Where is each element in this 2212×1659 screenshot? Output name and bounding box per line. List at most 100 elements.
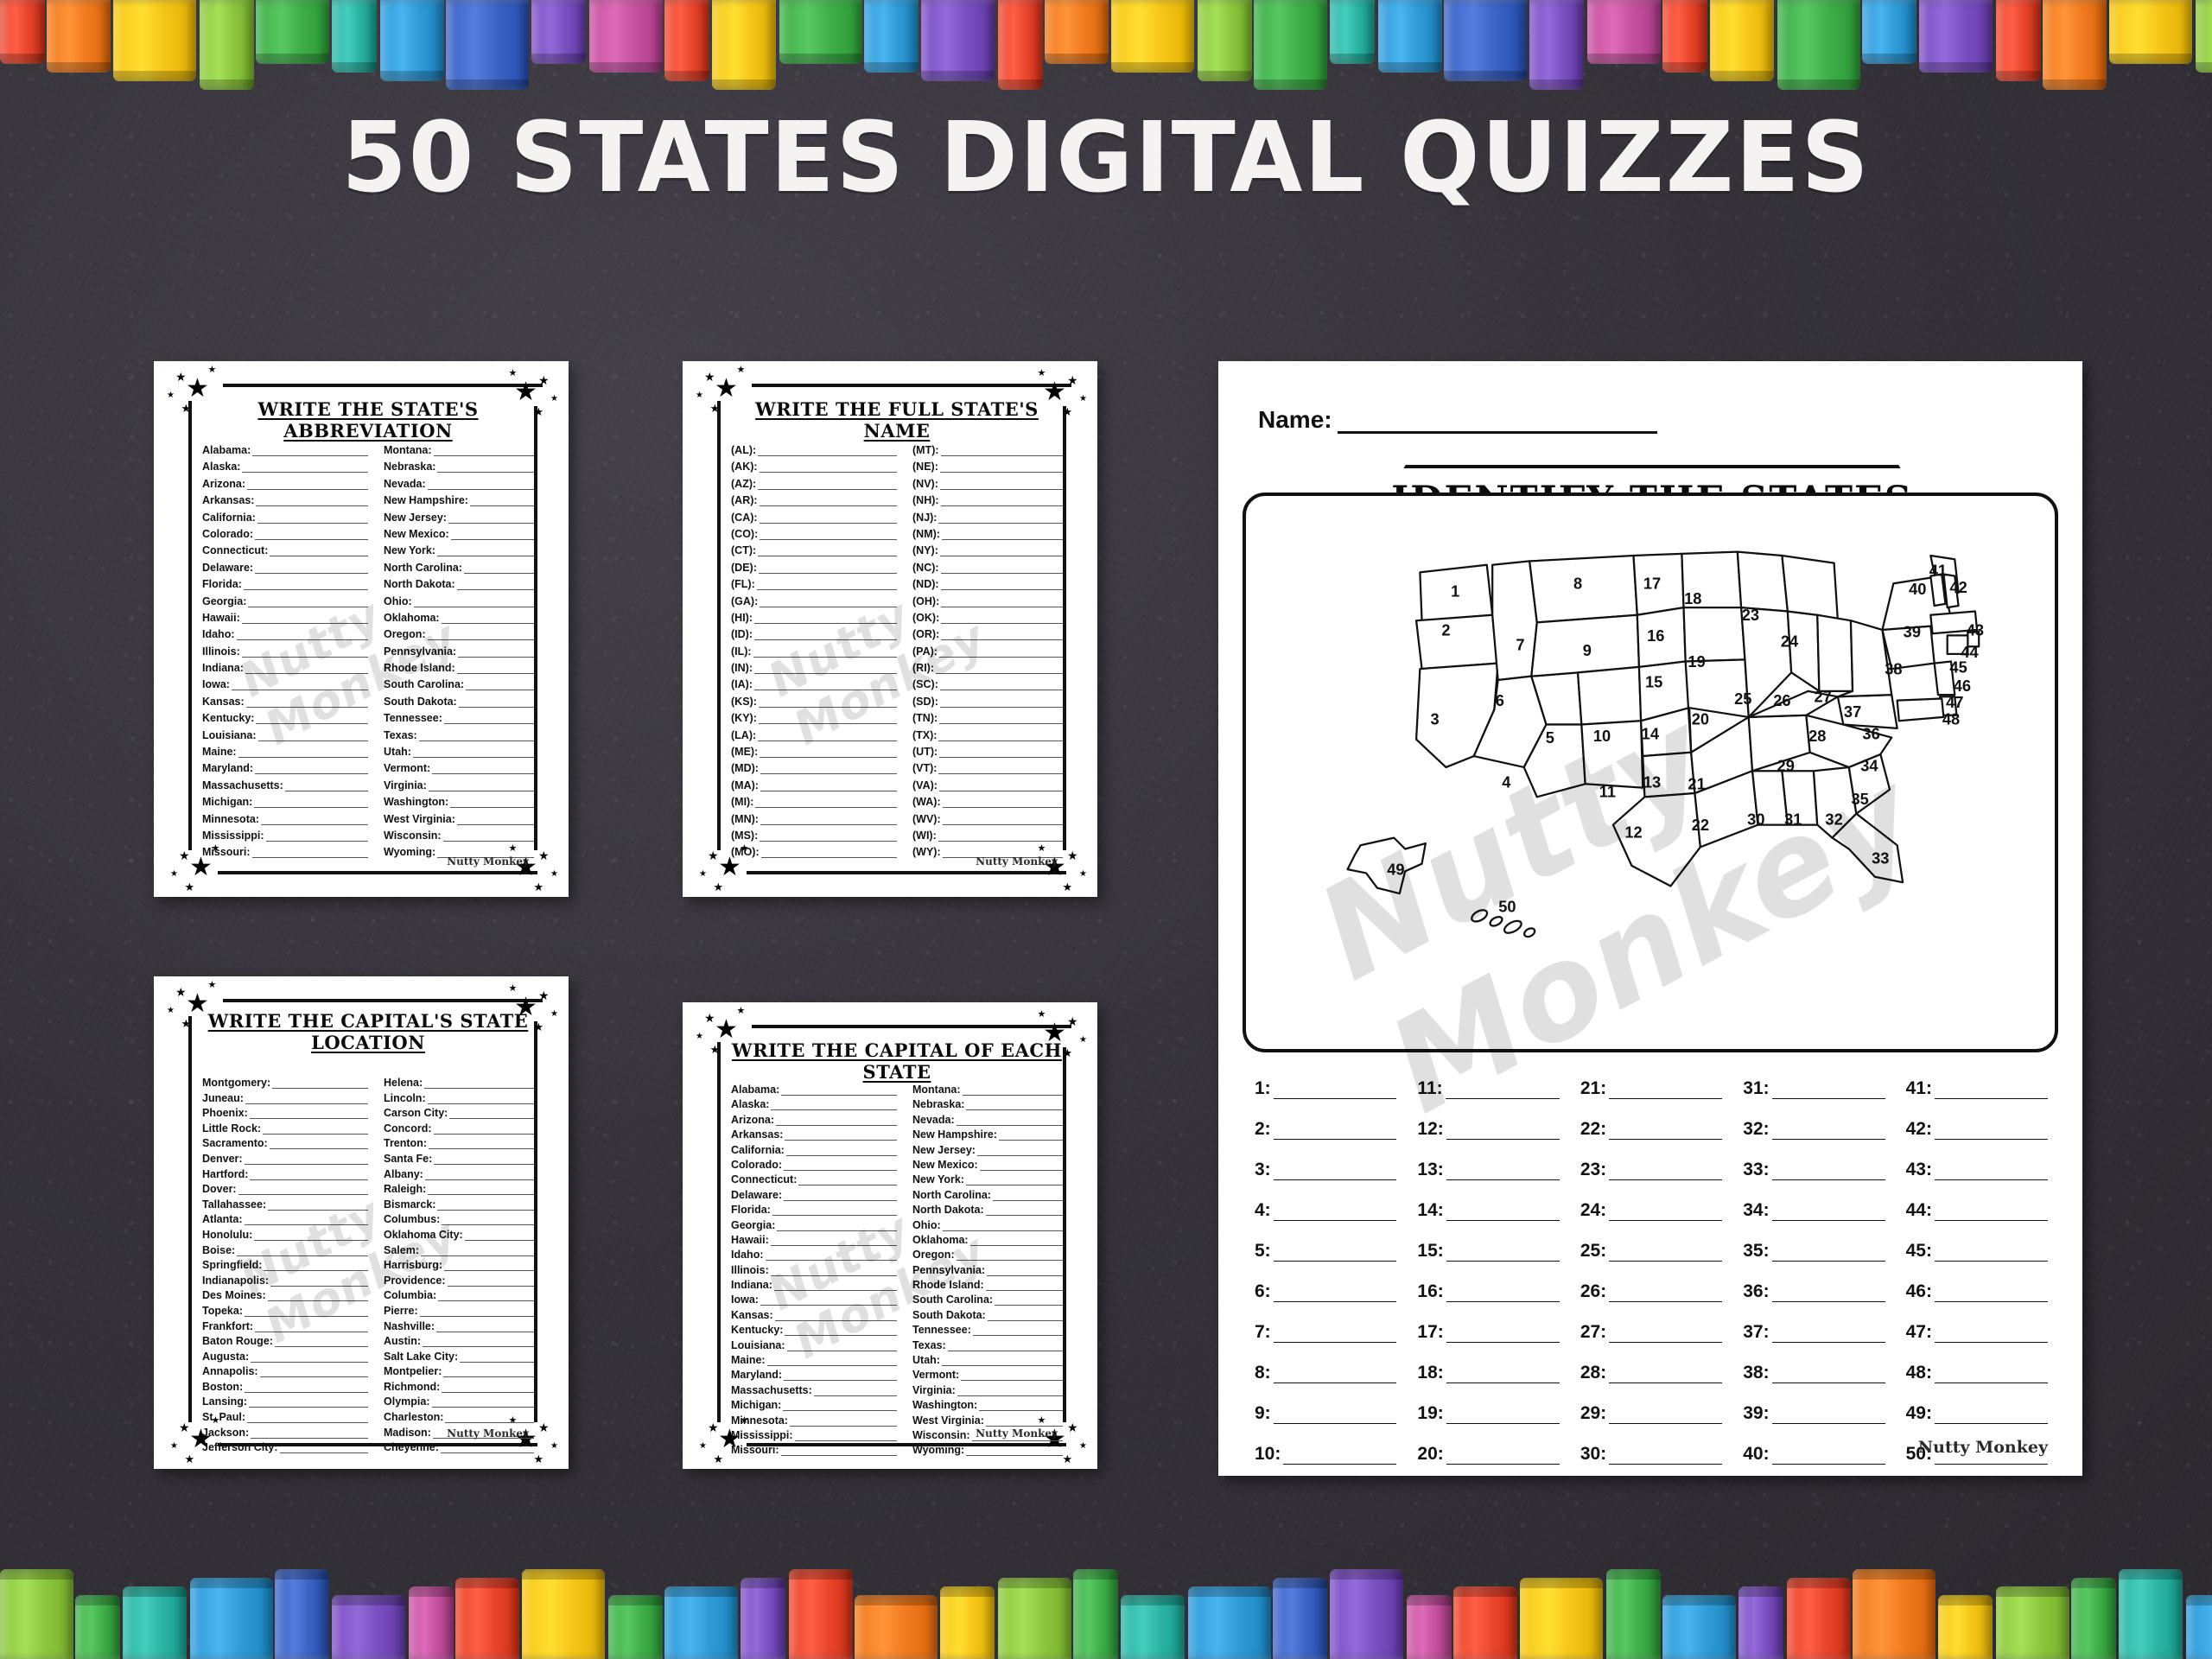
worksheet-entry-row[interactable]: Atlanta: — [202, 1213, 368, 1226]
worksheet-entry-row[interactable]: (UT): — [912, 746, 1063, 759]
worksheet-capital-state-location[interactable]: ★ ★ ★ ★ ★ ★ ★ ★ ★ ★ ★ ★ ★ ★ ★ ★ ★ ★ ★ ★ WRITE THE CAPITAL'S … — [154, 976, 569, 1469]
answer-row[interactable]: 41: — [1906, 1078, 2049, 1099]
worksheet-entry-row[interactable]: Alabama: — [202, 444, 368, 456]
answer-row[interactable]: 30: — [1580, 1444, 1723, 1465]
worksheet-entry-row[interactable]: Montana: — [384, 444, 534, 456]
worksheet-entry-row[interactable]: Delaware: — [202, 562, 368, 574]
worksheet-entry-row[interactable]: (AR): — [731, 494, 897, 507]
entry-answer-line[interactable] — [773, 1290, 897, 1292]
entry-answer-line[interactable] — [427, 1103, 534, 1104]
entry-answer-line[interactable] — [753, 656, 897, 658]
entry-answer-line[interactable] — [249, 1407, 368, 1408]
entry-answer-line[interactable] — [264, 1270, 368, 1272]
worksheet-entry-row[interactable]: California: — [202, 512, 368, 524]
worksheet-entry-row[interactable]: Topeka: — [202, 1305, 368, 1317]
worksheet-entry-row[interactable]: Santa Fe: — [384, 1153, 534, 1165]
answer-line[interactable] — [1934, 1179, 2049, 1180]
worksheet-entry-row[interactable]: (IN): — [731, 662, 897, 675]
worksheet-entry-row[interactable]: West Virginia: — [912, 1414, 1063, 1427]
worksheet-entry-row[interactable]: North Carolina: — [912, 1189, 1063, 1201]
worksheet-entry-row[interactable]: (NM): — [912, 528, 1063, 540]
state-region[interactable] — [1816, 613, 1854, 692]
worksheet-entry-row[interactable]: (OR): — [912, 628, 1063, 641]
worksheet-entry-row[interactable]: Kansas: — [202, 696, 368, 708]
worksheet-entry-row[interactable]: Alaska: — [202, 461, 368, 474]
entry-answer-line[interactable] — [987, 1319, 1063, 1321]
entry-answer-line[interactable] — [941, 622, 1063, 624]
worksheet-entry-row[interactable]: Jackson: — [202, 1427, 368, 1439]
answer-line[interactable] — [1934, 1301, 2049, 1302]
entry-answer-line[interactable] — [938, 656, 1063, 658]
worksheet-entry-row[interactable]: Honolulu: — [202, 1229, 368, 1241]
answer-row[interactable]: 17: — [1417, 1322, 1560, 1343]
worksheet-entry-row[interactable]: Idaho: — [731, 1249, 897, 1262]
entry-answer-line[interactable] — [942, 823, 1063, 825]
state-region-hawaii[interactable] — [1470, 908, 1489, 925]
entry-answer-line[interactable] — [249, 1118, 368, 1120]
entry-answer-line[interactable] — [979, 1169, 1063, 1171]
worksheet-entry-row[interactable]: Arkansas: — [202, 494, 368, 507]
worksheet-entry-row[interactable]: Vermont: — [912, 1369, 1063, 1382]
entry-answer-line[interactable] — [424, 1088, 534, 1089]
worksheet-entry-row[interactable]: Pierre: — [384, 1305, 534, 1317]
entry-answer-line[interactable] — [785, 1335, 897, 1337]
worksheet-entry-row[interactable]: Nashville: — [384, 1320, 534, 1332]
worksheet-entry-row[interactable]: Ohio: — [384, 595, 534, 607]
answer-row[interactable]: 16: — [1417, 1281, 1560, 1302]
entry-answer-line[interactable] — [257, 522, 368, 524]
worksheet-entry-row[interactable]: Baton Rouge: — [202, 1335, 368, 1348]
entry-answer-line[interactable] — [940, 572, 1063, 574]
worksheet-entry-row[interactable]: (CO): — [731, 528, 897, 540]
worksheet-entry-row[interactable]: Lincoln: — [384, 1092, 534, 1104]
entry-answer-line[interactable] — [760, 823, 897, 825]
worksheet-entry-row[interactable]: South Dakota: — [912, 1309, 1063, 1321]
worksheet-entry-row[interactable]: Columbus: — [384, 1213, 534, 1226]
entry-answer-line[interactable] — [450, 538, 534, 540]
entry-answer-line[interactable] — [760, 773, 897, 775]
entry-answer-line[interactable] — [780, 1455, 897, 1457]
answer-line[interactable] — [1273, 1423, 1397, 1424]
entry-answer-line[interactable] — [759, 472, 897, 474]
worksheet-entry-row[interactable]: Hawaii: — [731, 1234, 897, 1246]
worksheet-entry-row[interactable]: (AL): — [731, 444, 897, 456]
worksheet-entry-row[interactable]: (WA): — [912, 796, 1063, 809]
entry-answer-line[interactable] — [238, 757, 368, 759]
worksheet-entry-row[interactable]: Frankfort: — [202, 1320, 368, 1332]
worksheet-entry-row[interactable]: Mississippi: — [202, 830, 368, 842]
worksheet-entry-row[interactable]: (SC): — [912, 678, 1063, 691]
entry-answer-line[interactable] — [460, 1361, 534, 1363]
worksheet-entry-row[interactable]: Indiana: — [731, 1279, 897, 1292]
entry-answer-line[interactable] — [783, 1410, 897, 1412]
worksheet-entry-row[interactable]: Montana: — [912, 1084, 1063, 1096]
worksheet-entry-row[interactable]: Florida: — [731, 1204, 897, 1217]
worksheet-entry-row[interactable]: (TN): — [912, 712, 1063, 725]
entry-answer-line[interactable] — [941, 538, 1063, 540]
entry-answer-line[interactable] — [758, 723, 897, 725]
entry-answer-line[interactable] — [939, 488, 1063, 490]
entry-answer-line[interactable] — [279, 1452, 368, 1454]
worksheet-entry-row[interactable]: Louisiana: — [731, 1339, 897, 1351]
entry-answer-line[interactable] — [270, 1285, 368, 1287]
worksheet-entry-row[interactable]: (CT): — [731, 544, 897, 557]
entry-answer-line[interactable] — [784, 1199, 897, 1201]
answer-row[interactable]: 18: — [1417, 1363, 1560, 1383]
worksheet-entry-row[interactable]: Maryland: — [731, 1369, 897, 1382]
worksheet-entry-row[interactable]: South Carolina: — [912, 1294, 1063, 1306]
worksheet-entry-row[interactable]: (VT): — [912, 762, 1063, 775]
entry-answer-line[interactable] — [256, 505, 368, 507]
worksheet-entry-row[interactable]: Utah: — [912, 1354, 1063, 1367]
worksheet-entry-row[interactable]: Pennsylvania: — [384, 645, 534, 658]
entry-answer-line[interactable] — [456, 673, 534, 675]
worksheet-entry-row[interactable]: Arkansas: — [731, 1128, 897, 1141]
worksheet-entry-row[interactable]: Montpelier: — [384, 1365, 534, 1378]
entry-answer-line[interactable] — [985, 1425, 1063, 1427]
entry-answer-line[interactable] — [424, 1179, 534, 1180]
entry-answer-line[interactable] — [272, 1088, 368, 1089]
answer-line[interactable] — [1934, 1423, 2049, 1424]
answer-row[interactable]: 22: — [1580, 1119, 1723, 1140]
entry-answer-line[interactable] — [244, 1163, 368, 1165]
worksheet-entry-row[interactable]: New Hampshire: — [912, 1128, 1063, 1141]
entry-answer-line[interactable] — [263, 1133, 368, 1135]
worksheet-entry-row[interactable]: Virginia: — [384, 779, 534, 791]
entry-answer-line[interactable] — [432, 1437, 534, 1439]
